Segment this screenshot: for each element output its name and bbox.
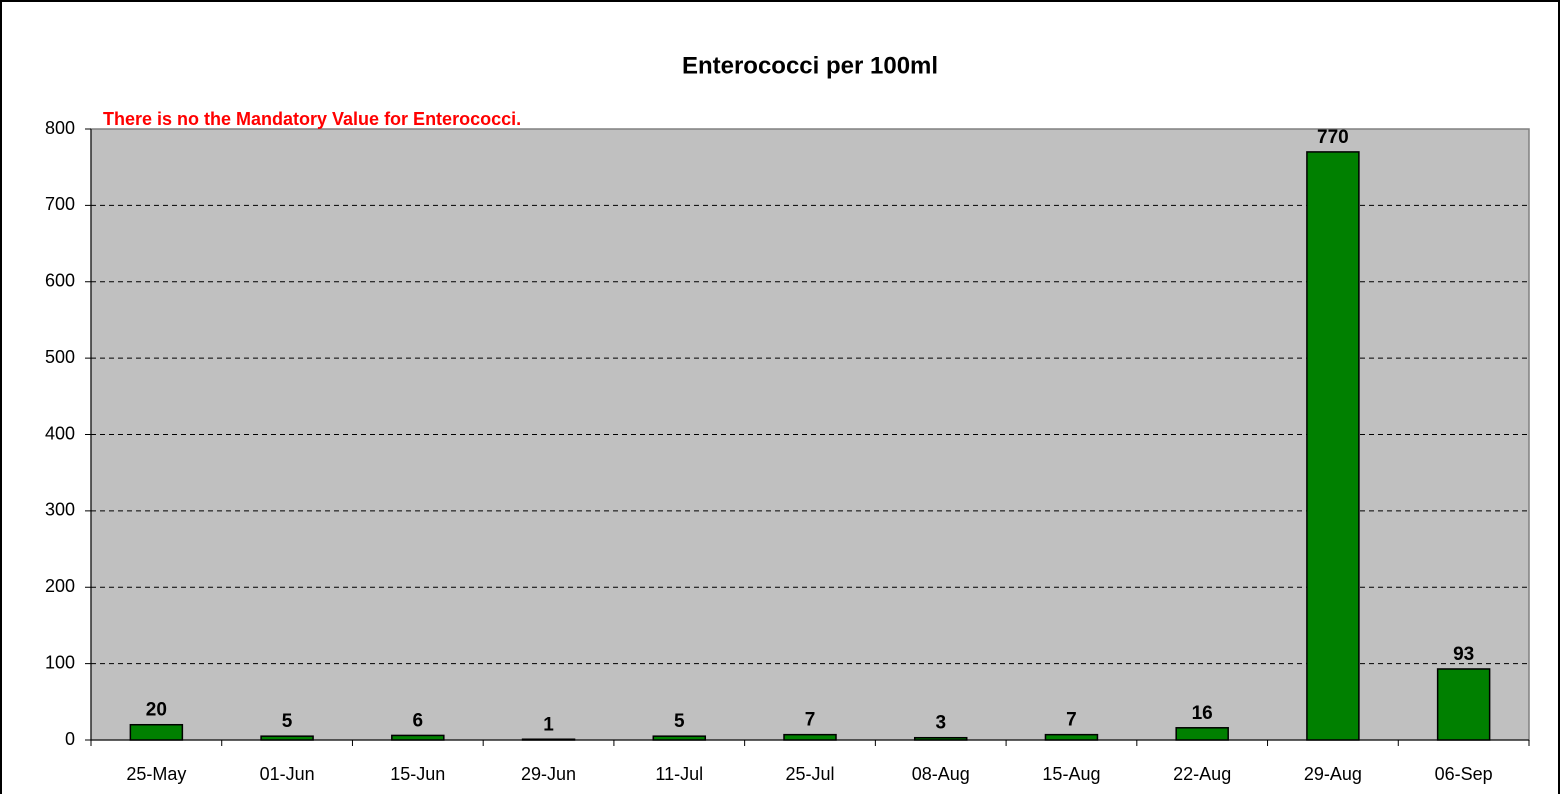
- x-tick-label: 25-Jul: [785, 764, 834, 784]
- y-tick-label: 0: [65, 729, 75, 749]
- y-tick-label: 200: [45, 576, 75, 596]
- y-tick-label: 600: [45, 271, 75, 291]
- data-label: 6: [413, 710, 424, 731]
- data-label: 20: [146, 700, 167, 721]
- y-tick-label: 700: [45, 194, 75, 214]
- y-tick-label: 800: [45, 118, 75, 138]
- bar: [1175, 727, 1229, 741]
- y-tick-label: 500: [45, 347, 75, 367]
- data-label: 93: [1453, 644, 1474, 665]
- x-tick-label: 15-Jun: [390, 764, 445, 784]
- bar: [783, 733, 837, 741]
- bar: [1306, 151, 1360, 741]
- x-tick-label: 06-Sep: [1435, 764, 1493, 784]
- x-tick-label: 11-Jul: [655, 764, 703, 784]
- bar: [652, 735, 707, 741]
- data-label: 5: [674, 711, 685, 732]
- chart-title: Enterococci per 100ml: [682, 52, 938, 79]
- data-label: 1: [543, 714, 554, 735]
- bar: [1436, 668, 1491, 741]
- bar: [521, 738, 576, 741]
- bar: [913, 736, 968, 741]
- y-tick-label: 400: [45, 423, 75, 443]
- data-label: 3: [935, 713, 946, 734]
- bar: [129, 723, 184, 741]
- x-tick-label: 15-Aug: [1042, 764, 1100, 784]
- x-tick-label: 29-Aug: [1304, 764, 1362, 784]
- annotation: There is no the Mandatory Value for Ente…: [103, 109, 521, 129]
- bar: [260, 735, 314, 741]
- y-tick-label: 300: [45, 500, 75, 520]
- x-tick-label: 01-Jun: [260, 764, 315, 784]
- x-tick-label: 08-Aug: [912, 764, 970, 784]
- x-tick-label: 22-Aug: [1173, 764, 1231, 784]
- bar: [1044, 733, 1099, 741]
- data-label: 7: [805, 710, 816, 731]
- data-label: 5: [282, 711, 293, 732]
- y-tick-label: 100: [45, 652, 75, 672]
- data-label: 7: [1066, 710, 1077, 731]
- data-label: 770: [1317, 127, 1349, 148]
- x-tick-label: 29-Jun: [521, 764, 576, 784]
- data-label: 16: [1192, 703, 1213, 724]
- x-tick-label: 25-May: [126, 764, 186, 784]
- bar: [391, 734, 445, 741]
